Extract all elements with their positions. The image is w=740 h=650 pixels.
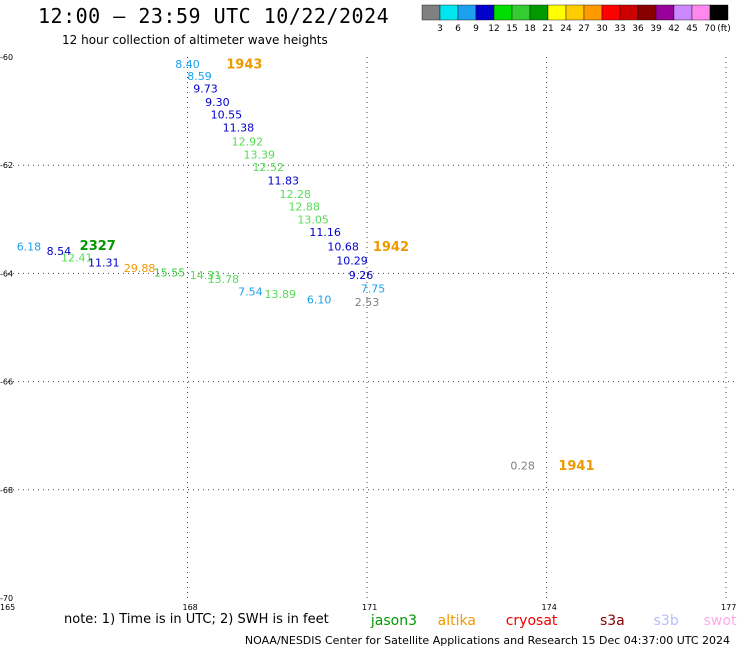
- wave-height-value: 7.75: [361, 283, 386, 296]
- colorbar-label: 70: [704, 24, 716, 34]
- pass-label: 2327: [80, 239, 116, 254]
- x-tick-label: 171: [362, 603, 377, 612]
- colorbar-label: 36: [632, 24, 644, 34]
- wave-height-value: 14.31: [190, 269, 222, 282]
- pass-label: 1941: [558, 459, 594, 474]
- chart-title: 12:00 – 23:59 UTC 10/22/2024: [38, 4, 390, 28]
- wave-height-value: 11.38: [223, 121, 255, 134]
- colorbar-swatch: [475, 4, 495, 21]
- wave-height-value: 10.68: [327, 240, 359, 253]
- wave-height-value: 12.88: [288, 200, 320, 213]
- wave-height-value: 10.29: [336, 254, 368, 267]
- x-tick-label: 177: [721, 603, 736, 612]
- colorbar-swatch: [691, 4, 711, 21]
- satellite-legend-cryosat: cryosat: [506, 613, 558, 629]
- y-tick-label: -64: [0, 269, 13, 278]
- satellite-legend-s3a: s3a: [600, 613, 625, 629]
- colorbar-label: 15: [506, 24, 517, 34]
- colorbar-swatch: [457, 4, 477, 21]
- colorbar-label: 12: [488, 24, 499, 34]
- colorbar-label: 21: [542, 24, 553, 34]
- x-tick-label: 168: [183, 603, 198, 612]
- wave-height-value: 9.73: [193, 82, 218, 95]
- wave-height-value: 12.41: [61, 251, 93, 264]
- colorbar-label: 27: [578, 24, 589, 34]
- colorbar-label: 18: [524, 24, 536, 34]
- x-tick-label: 174: [542, 603, 557, 612]
- y-tick-label: -68: [0, 486, 13, 495]
- wave-height-value: 13.05: [297, 213, 329, 226]
- colorbar-swatch: [655, 4, 675, 21]
- satellite-legend-jason3: jason3: [370, 613, 417, 629]
- colorbar-swatch: [565, 4, 585, 21]
- y-tick-label: -66: [0, 378, 13, 387]
- wave-height-value: 13.39: [244, 148, 276, 161]
- colorbar-label: 9: [473, 24, 479, 34]
- colorbar-swatch: [709, 4, 729, 21]
- wave-height-value: 11.31: [88, 257, 120, 270]
- colorbar-swatch: [547, 4, 567, 21]
- colorbar-label: 45: [686, 24, 697, 34]
- wave-height-value: 9.26: [349, 269, 374, 282]
- colorbar-unit: (ft): [717, 24, 731, 34]
- wave-height-value: 29.88: [124, 262, 156, 275]
- colorbar-label: 6: [455, 24, 461, 34]
- note-text: note: 1) Time is in UTC; 2) SWH is in fe…: [64, 612, 329, 627]
- colorbar-swatch: [583, 4, 603, 21]
- wave-height-value: 9.30: [205, 96, 230, 109]
- footer-credit: NOAA/NESDIS Center for Satellite Applica…: [244, 634, 730, 647]
- wave-height-value: 8.40: [175, 58, 200, 71]
- colorbar-swatch: [619, 4, 639, 21]
- y-tick-label: -62: [0, 161, 13, 170]
- pass-label: 1942: [373, 240, 409, 255]
- pass-label: 1943: [226, 58, 262, 73]
- wave-height-value: 15.55: [154, 266, 186, 279]
- wave-height-value: 8.59: [187, 70, 212, 83]
- wave-height-value: 11.16: [309, 226, 341, 239]
- wave-height-value: 12.52: [253, 161, 285, 174]
- wave-height-value: 6.18: [17, 240, 42, 253]
- colorbar-swatch: [493, 4, 513, 21]
- x-tick-label: 165: [0, 603, 15, 612]
- wave-height-value: 8.54: [47, 245, 72, 258]
- colorbar-swatch: [421, 4, 441, 21]
- colorbar-label: 39: [650, 24, 662, 34]
- satellite-legend-swot: swot: [704, 613, 737, 629]
- colorbar-label: 30: [596, 24, 608, 34]
- colorbar-swatch: [439, 4, 459, 21]
- satellite-legend-altika: altika: [438, 613, 476, 629]
- wave-height-value: 0.28: [510, 460, 535, 473]
- wave-height-value: 6.10: [307, 293, 332, 306]
- satellite-legend-s3b: s3b: [654, 613, 679, 629]
- wave-height-value: 13.78: [208, 273, 240, 286]
- wave-height-value: 13.89: [265, 288, 297, 301]
- colorbar-swatch: [637, 4, 657, 21]
- wave-height-value: 7.54: [238, 285, 263, 298]
- y-tick-label: -70: [0, 594, 13, 603]
- wave-height-value: 12.28: [279, 188, 311, 201]
- colorbar-swatch: [673, 4, 693, 21]
- wave-height-value: 12.92: [232, 135, 264, 148]
- colorbar-label: 3: [437, 24, 443, 34]
- wave-height-value: 11.83: [267, 174, 299, 187]
- colorbar-label: 33: [614, 24, 625, 34]
- wave-height-value: 10.55: [211, 108, 243, 121]
- colorbar-label: 42: [668, 24, 679, 34]
- chart-subtitle: 12 hour collection of altimeter wave hei…: [62, 33, 328, 47]
- y-tick-label: -60: [0, 53, 13, 62]
- wave-height-value: 2.53: [355, 296, 380, 309]
- colorbar-swatch: [529, 4, 549, 21]
- colorbar-swatch: [511, 4, 531, 21]
- colorbar-swatch: [601, 4, 621, 21]
- colorbar-label: 24: [560, 24, 572, 34]
